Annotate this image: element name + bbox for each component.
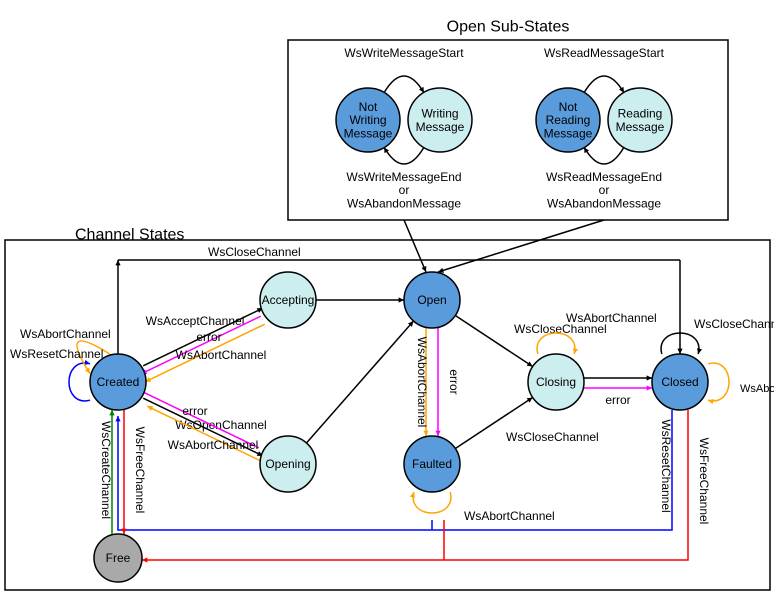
node-writing-label: Writing [421, 107, 458, 121]
node-free-label: Free [106, 551, 131, 565]
node-reading-label: Message [616, 120, 665, 134]
edge-label: error [196, 330, 221, 344]
substate-edge [584, 147, 624, 164]
connector [404, 220, 426, 272]
substate-edge [584, 76, 624, 93]
edge-label: WsResetChannel [659, 419, 673, 512]
substate-edge-label: WsWriteMessageStart [344, 46, 464, 60]
edge-label: error [447, 369, 461, 394]
substate-edge-label: WsAbandonMessage [347, 196, 461, 210]
substate-edge-label: WsReadMessageEnd [546, 170, 662, 184]
edge-label: WsAbortChannel [168, 438, 259, 452]
substate-edge [384, 147, 424, 164]
edge-label: WsAbortChannel [740, 383, 774, 395]
arrow-head [677, 349, 682, 354]
node-not-reading-label: Message [544, 126, 593, 140]
arrow-head [109, 410, 114, 415]
node-not-writing-label: Writing [349, 113, 386, 127]
substate-edge-label: or [599, 183, 610, 197]
edge-label: WsAbortChannel [464, 509, 555, 523]
node-writing-label: Message [416, 120, 465, 134]
substate-edge-label: WsWriteMessageEnd [346, 170, 461, 184]
arrow-head [121, 529, 126, 534]
substate-edge-label: or [399, 183, 410, 197]
arrow-head [423, 431, 428, 436]
edge-label: WsFreeChannel [133, 427, 147, 514]
edge-label: WsCloseChannel [694, 317, 774, 331]
substate-edge-label: WsReadMessageStart [544, 46, 665, 60]
edge-label: error [182, 404, 207, 418]
node-created-label: Created [97, 375, 140, 389]
node-not-writing-label: Message [344, 126, 393, 140]
arrow-head [647, 375, 652, 380]
arrow-head [435, 431, 440, 436]
node-faulted-label: Faulted [412, 457, 452, 471]
edge-label: WsCreateChannel [99, 421, 113, 519]
arrow-head [115, 260, 120, 265]
node-accepting-label: Accepting [262, 293, 315, 307]
edge [306, 321, 413, 443]
edge-label: WsAbortChannel [566, 311, 657, 325]
arrow-head [115, 416, 120, 421]
edge-label: WsFreeChannel [697, 438, 711, 525]
node-not-writing-label: Not [359, 100, 378, 114]
edge-label: WsCloseChannel [506, 430, 599, 444]
loop [708, 363, 729, 401]
substate-edge-label: WsAbandonMessage [547, 196, 661, 210]
edge-label: WsResetChannel [10, 347, 103, 361]
arrow-head [142, 557, 147, 562]
node-closing-label: Closing [536, 375, 576, 389]
edge-label: WsAbortChannel [20, 327, 111, 341]
node-not-reading-label: Not [559, 100, 578, 114]
arrow-head [647, 385, 652, 390]
edge-label: WsAbortChannel [415, 337, 429, 428]
connector [438, 220, 604, 272]
loop [413, 492, 451, 513]
substates-title: Open Sub-States [447, 19, 570, 36]
node-not-reading-label: Reading [546, 113, 591, 127]
edge-label: WsAbortChannel [176, 348, 267, 362]
substate-edge [384, 76, 424, 93]
channel-title: Channel States [75, 227, 184, 244]
node-reading-label: Reading [618, 107, 663, 121]
node-closed-label: Closed [661, 375, 698, 389]
edge-label: error [605, 393, 630, 407]
arrow-head [399, 297, 404, 302]
edge-label: WsAcceptChannel [146, 314, 245, 328]
edge-label: WsCloseChannel [208, 245, 301, 259]
node-open-label: Open [417, 293, 446, 307]
node-opening-label: Opening [265, 457, 310, 471]
